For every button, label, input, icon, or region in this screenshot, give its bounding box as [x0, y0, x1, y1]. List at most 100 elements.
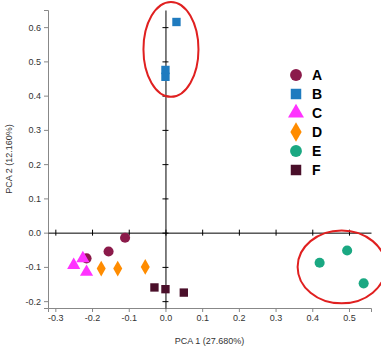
- legend-item: B: [291, 86, 322, 102]
- y-tick-label: 0.4: [28, 91, 41, 101]
- x-tick-label: 0.2: [233, 313, 246, 323]
- legend-marker: [290, 145, 302, 157]
- legend-label: A: [312, 67, 322, 83]
- x-tick: 0.5: [343, 308, 356, 323]
- y-tick: 0.5: [28, 57, 48, 67]
- legend-label: F: [312, 162, 321, 178]
- plot: -0.3-0.2-0.10.00.10.20.30.40.5-0.2-0.10.…: [25, 2, 381, 323]
- x-tick-label: 0.5: [343, 313, 356, 323]
- zero-x-tick-mark: [202, 230, 203, 236]
- zero-y-tick-mark: [162, 233, 168, 234]
- y-axis-line: [44, 11, 49, 309]
- y-tick: 0.6: [28, 23, 48, 33]
- zero-y-tick: [162, 27, 168, 28]
- y-tick-mark: [44, 61, 48, 62]
- point: [120, 233, 130, 243]
- x-tick: -0.1: [121, 308, 137, 323]
- highlight-ellipse: [298, 230, 381, 303]
- zero-y-tick: [162, 130, 168, 131]
- zero-x-tick: [276, 230, 277, 236]
- point: [80, 264, 93, 275]
- x-tick-label: -0.1: [121, 313, 137, 323]
- x-axis-line: [49, 309, 372, 313]
- highlight-ellipse: [143, 2, 198, 97]
- zero-x-tick-mark: [92, 230, 93, 236]
- y-tick-label: 0.6: [28, 23, 41, 33]
- point: [97, 261, 106, 277]
- zero-y-tick: [162, 233, 168, 234]
- y-tick: 0.0: [28, 228, 48, 238]
- x-tick-label: 0.4: [307, 313, 320, 323]
- x-tick-mark: [165, 308, 166, 312]
- y-tick-mark: [44, 96, 48, 97]
- zero-y-line-path: [165, 11, 166, 309]
- point: [161, 73, 169, 81]
- y-tick-label: -0.2: [25, 297, 41, 307]
- x-tick-mark: [129, 308, 130, 312]
- zero-y-tick: [162, 61, 168, 62]
- x-tick-mark: [92, 308, 93, 312]
- x-tick-label: 0.0: [160, 313, 173, 323]
- point: [342, 245, 352, 255]
- legend-marker: [290, 122, 301, 142]
- zero-y-tick-mark: [162, 301, 168, 302]
- y-axis: -0.2-0.10.00.10.20.30.40.50.6: [25, 11, 48, 309]
- point: [172, 18, 180, 26]
- zero-y-tick-mark: [162, 27, 168, 28]
- point: [315, 258, 325, 268]
- point: [113, 261, 122, 277]
- point: [359, 278, 369, 288]
- legend-label: D: [312, 124, 322, 140]
- zero-x-tick: [239, 230, 240, 236]
- y-tick-mark: [44, 233, 48, 234]
- legend-item: E: [290, 143, 321, 159]
- x-axis-title: PCA 1 (27.680%): [175, 336, 245, 346]
- x-tick-mark: [202, 308, 203, 312]
- point: [76, 251, 89, 262]
- y-tick-label: 0.3: [28, 125, 41, 135]
- legend-marker: [290, 69, 302, 81]
- y-tick: 0.4: [28, 91, 48, 101]
- x-tick: 0.4: [307, 308, 320, 323]
- zero-y-line: [162, 11, 168, 309]
- y-axis-title: PCA 2 (12.160%): [4, 124, 14, 194]
- chart: -0.3-0.2-0.10.00.10.20.30.40.5-0.2-0.10.…: [0, 0, 381, 350]
- x-tick: 0.0: [160, 308, 173, 323]
- legend-item: D: [290, 122, 322, 142]
- legend-label: B: [312, 86, 322, 102]
- y-tick-mark: [44, 198, 48, 199]
- legend-label: E: [312, 143, 321, 159]
- y-tick-label: 0.5: [28, 57, 41, 67]
- zero-y-tick-mark: [162, 130, 168, 131]
- y-tick: -0.2: [25, 297, 48, 307]
- x-tick: -0.3: [48, 308, 64, 323]
- point: [104, 246, 114, 256]
- legend-item: F: [291, 162, 321, 178]
- point: [141, 259, 150, 275]
- legend-marker: [291, 89, 301, 99]
- zero-y-tick-mark: [162, 61, 168, 62]
- x-tick-label: 0.1: [196, 313, 209, 323]
- x-tick: 0.2: [233, 308, 246, 323]
- x-axis: -0.3-0.2-0.10.00.10.20.30.40.5: [48, 308, 371, 323]
- y-tick: 0.1: [28, 194, 48, 204]
- x-tick: 0.3: [270, 308, 283, 323]
- y-tick-label: 0.1: [28, 194, 41, 204]
- y-tick: 0.2: [28, 160, 48, 170]
- x-tick-mark: [276, 308, 277, 312]
- legend-label: C: [312, 105, 322, 121]
- zero-y-tick: [162, 267, 168, 268]
- point: [161, 285, 169, 293]
- zero-x-tick: [312, 230, 313, 236]
- legend-item: C: [288, 104, 322, 121]
- zero-y-tick: [162, 301, 168, 302]
- point: [150, 283, 158, 291]
- x-tick-label: -0.3: [48, 313, 64, 323]
- point: [180, 288, 188, 296]
- points: [67, 18, 369, 297]
- y-tick-mark: [44, 301, 48, 302]
- x-tick-mark: [349, 308, 350, 312]
- legend-item: A: [290, 67, 322, 83]
- zero-x-tick-mark: [55, 230, 56, 236]
- zero-y-tick: [162, 198, 168, 199]
